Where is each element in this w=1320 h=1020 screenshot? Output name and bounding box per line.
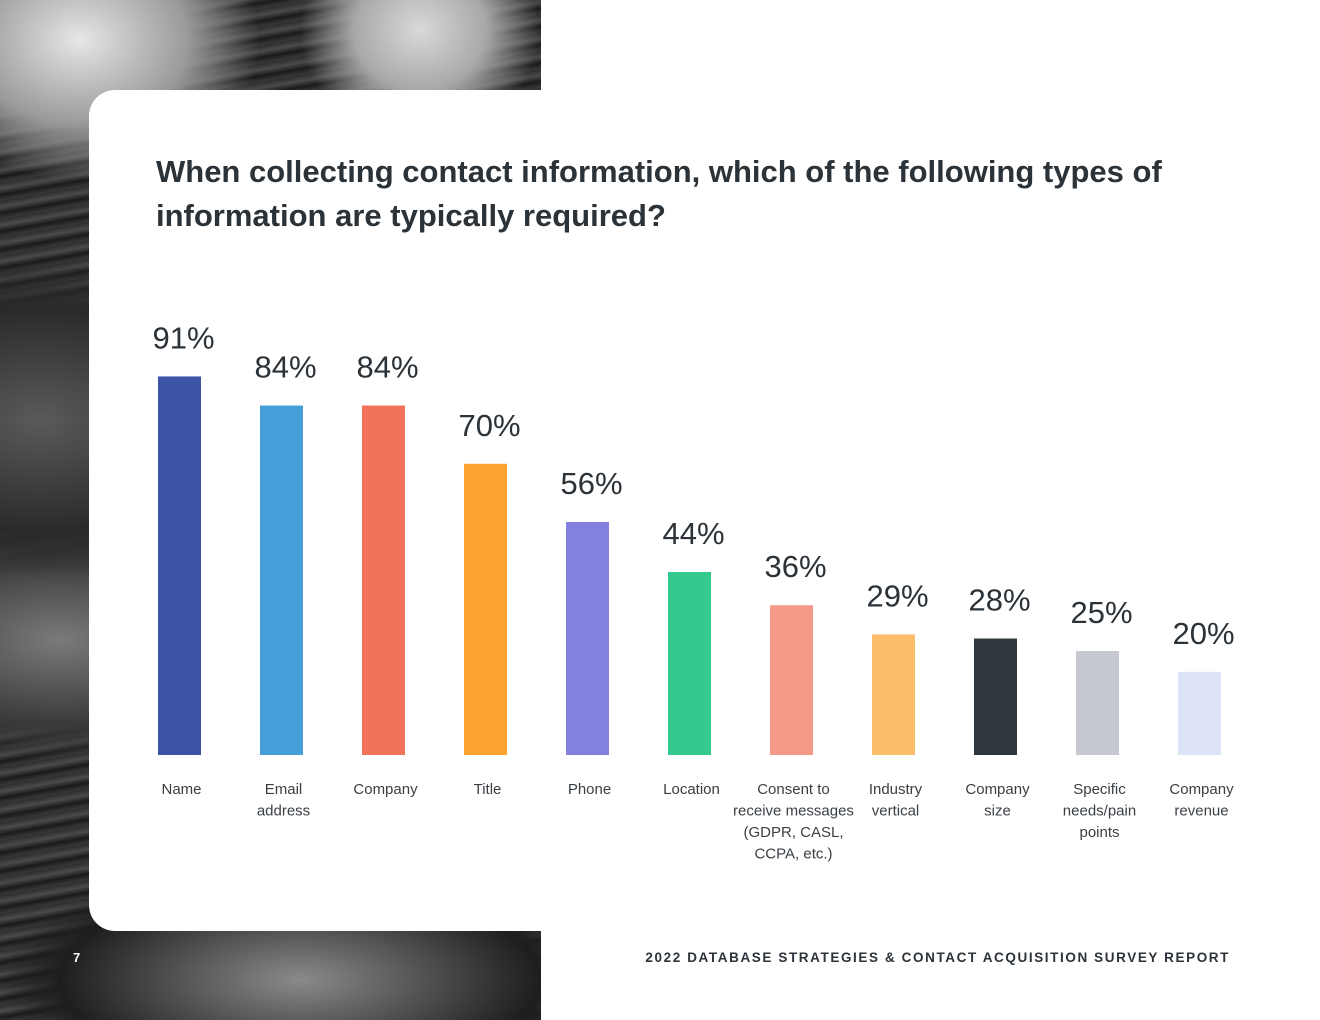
category-label-8: Company size [965, 781, 1030, 820]
category-label-7: Industry vertical [869, 781, 923, 820]
category-label-0: Name [161, 781, 201, 798]
value-label-10: 20% [1172, 616, 1234, 651]
value-label-0: 91% [152, 320, 214, 355]
value-label-6: 36% [764, 549, 826, 584]
category-label-1: Email address [257, 781, 310, 820]
category-label-6: Consent to receive messages (GDPR, CASL, CC… [733, 781, 854, 863]
value-label-9: 25% [1070, 595, 1132, 630]
category-label-10: Company revenue [1169, 781, 1234, 820]
category-label-9: Specific needs/pain points [1063, 781, 1136, 841]
bar-8 [974, 638, 1017, 755]
value-label-8: 28% [968, 583, 1030, 618]
value-label-5: 44% [662, 516, 724, 551]
bar-10 [1178, 671, 1221, 755]
bar-1 [260, 405, 303, 755]
bar-9 [1076, 651, 1119, 755]
chart-title: When collecting contact information, whi… [156, 154, 1162, 233]
value-label-4: 56% [560, 466, 622, 501]
category-label-2: Company [353, 781, 418, 798]
value-label-2: 84% [356, 350, 418, 385]
bar-3 [464, 463, 507, 755]
bar-2 [362, 405, 405, 755]
bar-5 [668, 571, 711, 755]
bar-0 [158, 376, 201, 755]
value-label-3: 70% [458, 408, 520, 443]
report-footer-title: 2022 DATABASE STRATEGIES & CONTACT ACQUI… [645, 950, 1230, 965]
category-label-5: Location [663, 781, 720, 798]
bar-7 [872, 634, 915, 755]
bar-4 [566, 522, 609, 755]
value-label-7: 29% [866, 578, 928, 613]
bar-6 [770, 605, 813, 755]
category-label-4: Phone [568, 781, 611, 798]
category-label-3: Title [474, 781, 502, 798]
value-label-1: 84% [254, 350, 316, 385]
page-number: 7 [73, 950, 81, 965]
